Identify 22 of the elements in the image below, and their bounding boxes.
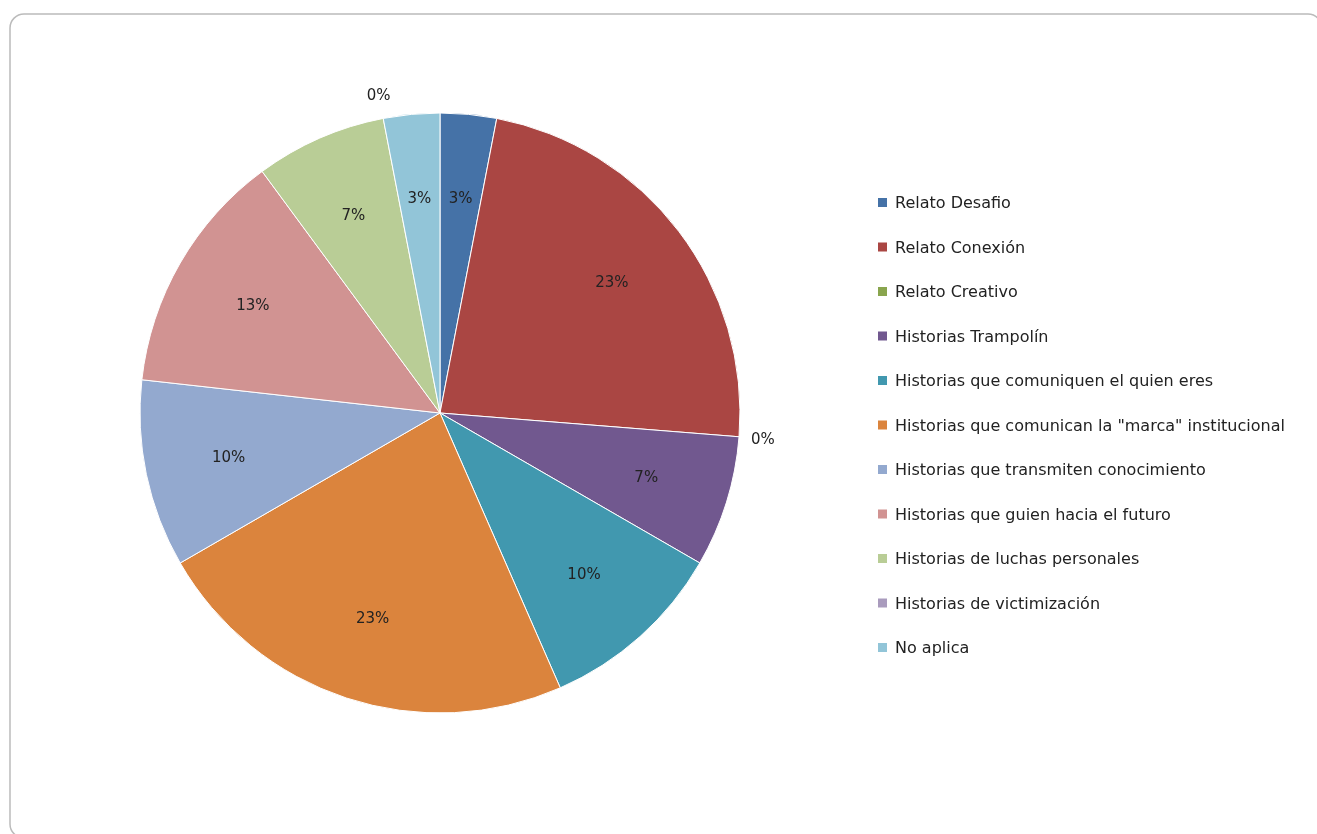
legend-label: No aplica [895,638,970,657]
legend-label: Historias que transmiten conocimiento [895,460,1206,479]
data-label: 23% [355,609,390,628]
data-label: 13% [236,296,270,314]
legend-label: Historias que comunican la "marca" institucional [895,415,1285,435]
legend-label: Historias Trampolín [895,326,1049,346]
data-label: 3% [407,188,432,207]
data-label: 23% [595,273,629,292]
legend-label: Historias de victimización [895,593,1101,613]
data-label: 7% [634,468,659,487]
text: 0% [751,429,775,448]
data-label: 10% [567,564,601,583]
legend-label: Relato Desafio [895,193,1011,212]
legend-label: Historias que guien hacia el futuro [895,504,1171,524]
data-label: 10% [211,448,246,467]
text: 0% [366,85,391,104]
legend-label: Relato Conexión [895,237,1026,257]
data-label: 7% [341,206,366,225]
legend-label: Relato Creativo [895,282,1018,301]
legend-label: Historias que comuniquen el quien eres [895,371,1214,390]
legend-label: Historias de luchas personales [895,549,1140,568]
data-label: 3% [448,188,473,207]
